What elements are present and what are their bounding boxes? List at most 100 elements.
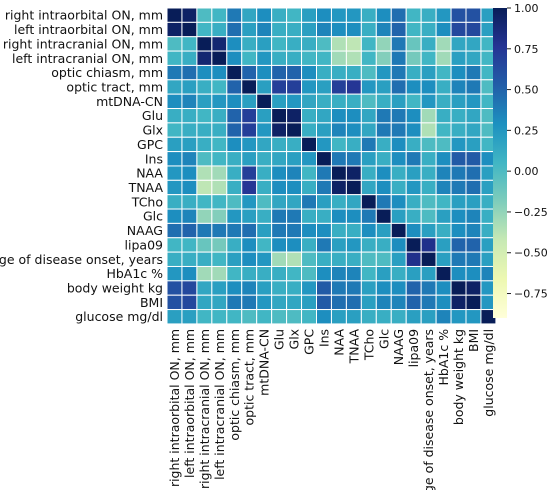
heatmap-cell-9-2 (196, 136, 213, 153)
heatmap-cell-5-20 (465, 79, 482, 95)
heatmap-cell-13-14 (375, 194, 392, 210)
heatmap-cell-12-20 (465, 179, 482, 196)
heatmap-cell-15-10 (316, 222, 332, 239)
heatmap-cell-20-12 (345, 294, 362, 311)
heatmap-cell-10-13 (360, 151, 377, 167)
heatmap-cell-5-11 (330, 79, 347, 95)
heatmap-cell-2-7 (271, 36, 288, 52)
heatmap-cell-19-6 (256, 280, 273, 296)
heatmap-cell-18-18 (435, 265, 452, 282)
heatmap-cell-20-13 (360, 294, 377, 311)
heatmap-cell-12-4 (226, 179, 243, 196)
heatmap-cell-21-4 (226, 309, 243, 325)
heatmap-cell-18-12 (345, 265, 362, 282)
heatmap-cell-1-7 (271, 21, 288, 38)
heatmap-cell-20-11 (330, 294, 347, 311)
heatmap-cell-4-10 (316, 64, 332, 81)
heatmap-cell-17-6 (256, 251, 273, 267)
heatmap-cell-21-1 (181, 309, 198, 325)
heatmap-cell-7-4 (226, 108, 243, 124)
row-label-15: NAAG (127, 223, 163, 238)
heatmap-cell-3-8 (286, 50, 303, 66)
column-label-10: Ins (316, 329, 331, 347)
heatmap-cell-11-11 (330, 165, 347, 181)
heatmap-cell-3-2 (196, 50, 213, 66)
column-label-3: left intracranial ON, mm (212, 329, 227, 480)
heatmap-cell-12-14 (375, 179, 392, 196)
heatmap-cell-11-5 (241, 165, 258, 181)
heatmap-cell-19-13 (360, 280, 377, 296)
heatmap-cell-9-5 (241, 136, 258, 153)
heatmap-cell-12-18 (435, 179, 452, 196)
heatmap-cell-12-6 (256, 179, 273, 196)
heatmap-cell-9-20 (465, 136, 482, 153)
heatmap-cell-8-6 (256, 122, 273, 138)
heatmap-cell-7-16 (405, 108, 422, 124)
heatmap-cell-6-5 (241, 93, 258, 110)
heatmap-cell-11-15 (390, 165, 407, 181)
heatmap-cell-14-0 (166, 208, 183, 224)
heatmap-cell-16-3 (211, 237, 228, 253)
heatmap-cell-20-15 (390, 294, 407, 311)
heatmap-cell-6-14 (375, 93, 392, 110)
heatmap-cell-7-18 (435, 108, 452, 124)
heatmap-cell-11-1 (181, 165, 198, 181)
heatmap-cell-3-4 (226, 50, 243, 66)
heatmap-cell-16-7 (271, 237, 288, 253)
heatmap-cell-16-11 (330, 237, 347, 253)
heatmap-cell-12-11 (330, 179, 347, 196)
heatmap-cell-16-10 (316, 237, 332, 253)
heatmap-cell-6-15 (390, 93, 407, 110)
heatmap-cell-9-12 (345, 136, 362, 153)
heatmap-cell-11-9 (301, 165, 317, 181)
heatmap-cell-11-14 (375, 165, 392, 181)
heatmap-cell-16-6 (256, 237, 273, 253)
heatmap-cell-8-4 (226, 122, 243, 138)
heatmap-cell-0-5 (241, 7, 258, 23)
heatmap-cell-3-16 (405, 50, 422, 66)
heatmap-cell-4-1 (181, 64, 198, 81)
heatmap-cell-20-17 (420, 294, 437, 311)
heatmap-cell-3-9 (301, 50, 317, 66)
heatmap-cell-8-18 (435, 122, 452, 138)
column-label-18: HbA1c % (436, 329, 451, 386)
heatmap-cell-0-6 (256, 7, 273, 23)
heatmap-cell-17-10 (316, 251, 332, 267)
heatmap-cell-17-17 (420, 251, 437, 267)
heatmap-cell-13-9 (301, 194, 317, 210)
heatmap-cell-19-16 (405, 280, 422, 296)
column-label-11: NAA (331, 328, 346, 355)
heatmap-cell-11-8 (286, 165, 303, 181)
heatmap-cell-13-19 (450, 194, 467, 210)
heatmap-cell-15-2 (196, 222, 213, 239)
heatmap-cell-12-15 (390, 179, 407, 196)
heatmap-cell-15-20 (465, 222, 482, 239)
row-label-0: right intraorbital ON, mm (5, 8, 163, 23)
heatmap-cell-21-0 (166, 309, 183, 325)
heatmap-cell-15-0 (166, 222, 183, 239)
heatmap-cell-11-13 (360, 165, 377, 181)
heatmap-cell-17-14 (375, 251, 392, 267)
heatmap-cell-19-5 (241, 280, 258, 296)
heatmap-cell-7-2 (196, 108, 213, 124)
heatmap-cell-3-19 (450, 50, 467, 66)
heatmap-cell-3-18 (435, 50, 452, 66)
heatmap-cell-16-13 (360, 237, 377, 253)
heatmap-cell-12-3 (211, 179, 228, 196)
heatmap-cell-7-17 (420, 108, 437, 124)
colorbar: 1.00 0.75 0.50 0.25 0.00 −0.25 −0.50 −0.75 (493, 2, 548, 318)
row-label-14: Glc (143, 209, 163, 224)
heatmap-cell-2-13 (360, 36, 377, 52)
heatmap-cell-4-19 (450, 64, 467, 81)
heatmap-cell-10-5 (241, 151, 258, 167)
heatmap-cell-17-4 (226, 251, 243, 267)
heatmap-cell-8-5 (241, 122, 258, 138)
column-label-0: right intraorbital ON, mm (167, 329, 182, 487)
heatmap-cell-19-17 (420, 280, 437, 296)
heatmap-cell-16-15 (390, 237, 407, 253)
heatmap-cell-9-11 (330, 136, 347, 153)
heatmap-cell-15-18 (435, 222, 452, 239)
heatmap-cell-5-17 (420, 79, 437, 95)
heatmap-cell-4-9 (301, 64, 317, 81)
